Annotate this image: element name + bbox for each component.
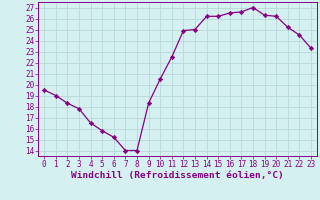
X-axis label: Windchill (Refroidissement éolien,°C): Windchill (Refroidissement éolien,°C) xyxy=(71,171,284,180)
